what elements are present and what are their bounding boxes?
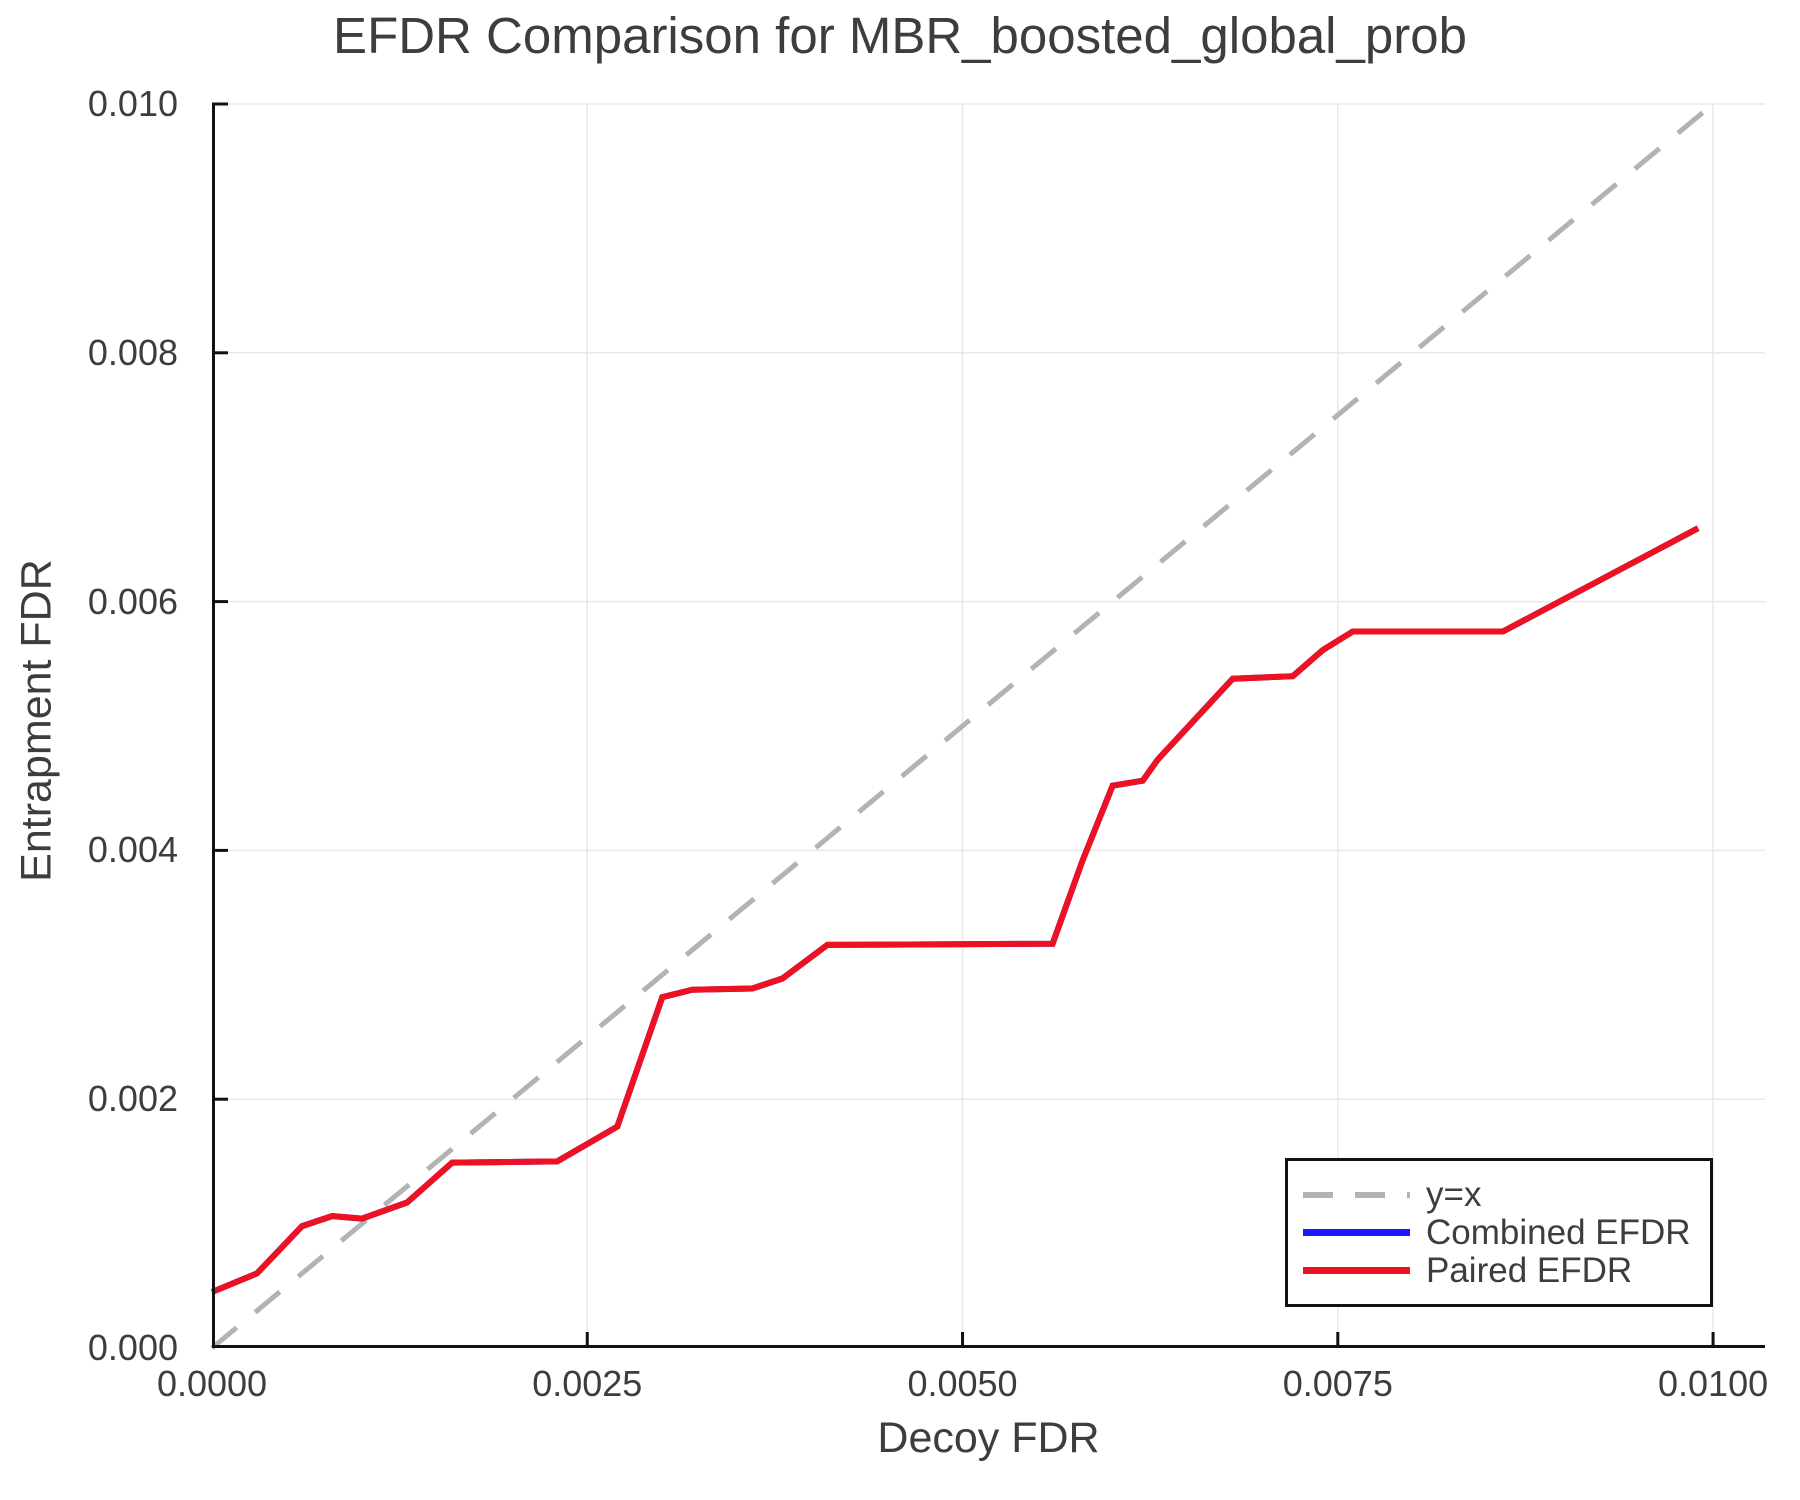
x-tick-label: 0.0075 (1282, 1363, 1393, 1404)
legend-row-yx: y=x (1288, 1174, 1710, 1214)
series-line-paired-efdr (210, 525, 1700, 1295)
x-tick-label: 0.0000 (156, 1363, 268, 1404)
y-tick-label: 0.010 (87, 83, 178, 124)
legend-paired-line-icon (1303, 1267, 1410, 1274)
y-tick-label: 0.000 (87, 1327, 178, 1368)
x-tick-label: 0.0025 (532, 1363, 643, 1404)
legend-dashed-line-icon (1303, 1191, 1410, 1198)
legend-label-combined: Combined EFDR (1426, 1212, 1691, 1252)
legend-combined-line-icon (1303, 1229, 1410, 1236)
y-axis-label: Entrapment FDR (12, 559, 61, 882)
x-tick-label: 0.0050 (907, 1363, 1018, 1404)
series-line-y-x (210, 102, 1715, 1350)
legend-row-combined: Combined EFDR (1288, 1212, 1710, 1252)
x-axis-label: Decoy FDR (877, 1414, 1100, 1462)
y-tick-label: 0.006 (87, 580, 178, 622)
legend-row-paired: Paired EFDR (1288, 1250, 1710, 1290)
legend-label-yx: y=x (1426, 1174, 1482, 1214)
chart-title: EFDR Comparison for MBR_boosted_global_p… (333, 7, 1467, 64)
plot-area (210, 102, 1765, 1350)
y-tick-label: 0.008 (87, 331, 178, 373)
plot-svg (210, 102, 1765, 1350)
legend: y=x Combined EFDR Paired EFDR (1285, 1158, 1713, 1307)
x-tick-label: 0.0100 (1658, 1363, 1769, 1404)
y-tick-label: 0.002 (87, 1078, 178, 1120)
y-tick-label: 0.004 (87, 829, 178, 871)
legend-label-paired: Paired EFDR (1426, 1250, 1633, 1290)
